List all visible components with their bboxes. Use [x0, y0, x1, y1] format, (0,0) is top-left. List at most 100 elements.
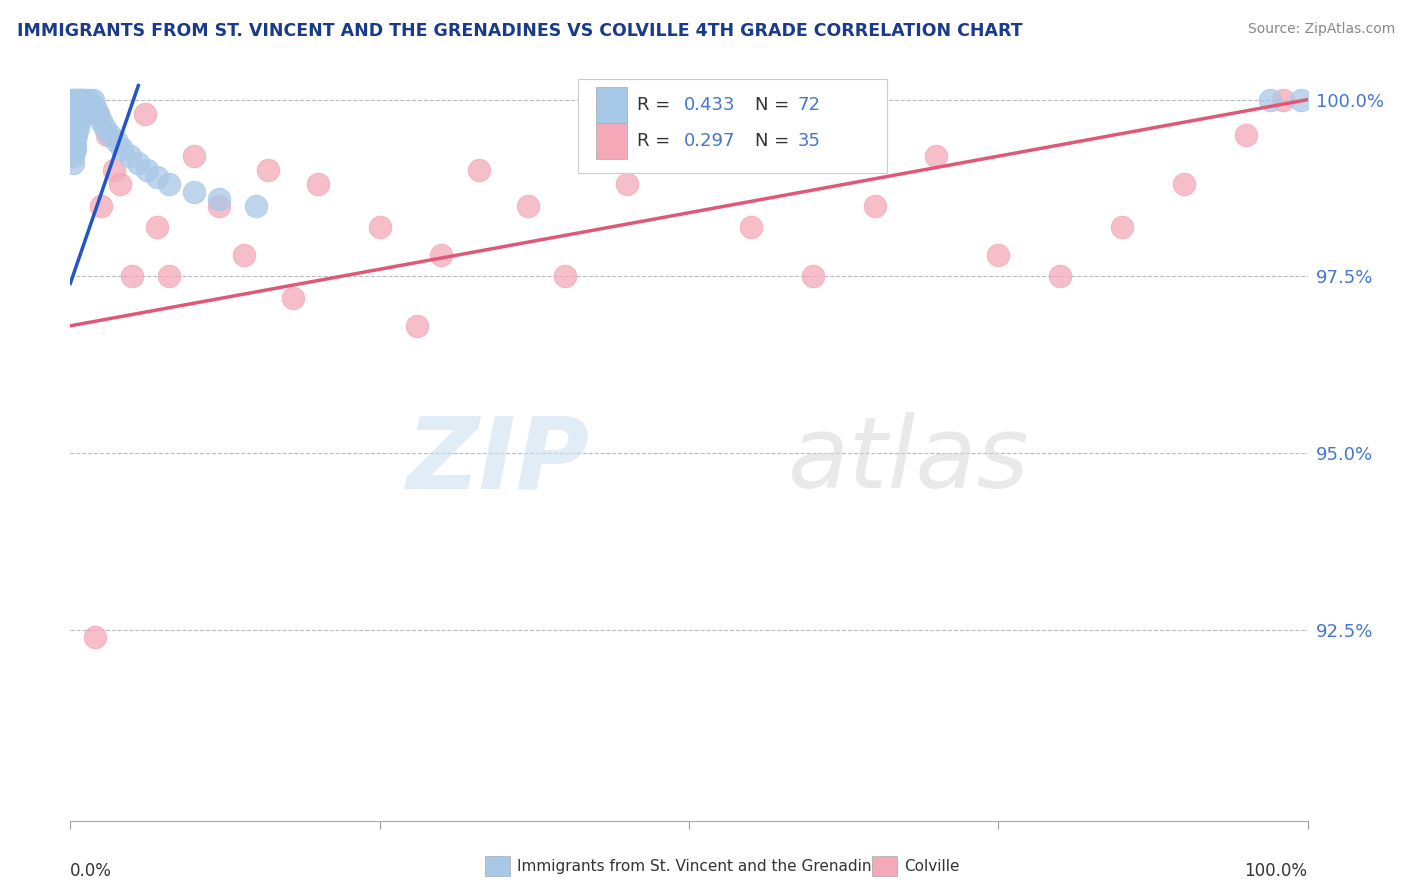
Point — [987, 248, 1010, 262]
Point — [281, 291, 304, 305]
Point — [232, 248, 254, 262]
Point — [65, 113, 87, 128]
Point — [1234, 128, 1257, 142]
Point — [90, 199, 112, 213]
Point — [65, 120, 87, 135]
FancyBboxPatch shape — [596, 87, 627, 123]
Point — [62, 128, 84, 142]
Point — [66, 120, 89, 135]
Point — [62, 156, 84, 170]
Point — [307, 178, 329, 192]
Point — [70, 93, 93, 107]
Text: 35: 35 — [797, 132, 821, 150]
Point — [66, 93, 89, 107]
Point — [1111, 219, 1133, 234]
Point — [1173, 178, 1195, 192]
Point — [405, 318, 427, 333]
Point — [63, 100, 86, 114]
Point — [67, 113, 90, 128]
Point — [65, 93, 87, 107]
Point — [90, 113, 112, 128]
Text: R =: R = — [637, 96, 676, 114]
Point — [208, 192, 231, 206]
Point — [118, 149, 141, 163]
Point — [108, 178, 131, 192]
Point — [65, 107, 87, 121]
Point — [105, 135, 128, 149]
Point — [86, 107, 108, 121]
Point — [146, 170, 169, 185]
Point — [72, 93, 94, 107]
Point — [62, 142, 84, 156]
Point — [62, 120, 84, 135]
Text: N =: N = — [755, 132, 794, 150]
Point — [134, 107, 156, 121]
Text: 0.0%: 0.0% — [70, 862, 112, 880]
Point — [616, 178, 638, 192]
Point — [66, 100, 89, 114]
Point — [62, 107, 84, 121]
Point — [62, 93, 84, 107]
Point — [1271, 93, 1294, 107]
Point — [63, 128, 86, 142]
Point — [208, 199, 231, 213]
Text: IMMIGRANTS FROM ST. VINCENT AND THE GRENADINES VS COLVILLE 4TH GRADE CORRELATION: IMMIGRANTS FROM ST. VINCENT AND THE GREN… — [17, 22, 1022, 40]
Point — [157, 178, 180, 192]
Point — [65, 120, 87, 135]
Point — [63, 120, 86, 135]
Point — [67, 107, 90, 121]
Point — [1260, 93, 1282, 107]
Point — [1291, 93, 1313, 107]
Point — [925, 149, 948, 163]
Point — [77, 100, 100, 114]
Point — [136, 163, 159, 178]
Point — [65, 135, 87, 149]
Point — [245, 199, 267, 213]
Text: 100.0%: 100.0% — [1244, 862, 1308, 880]
Text: Source: ZipAtlas.com: Source: ZipAtlas.com — [1247, 22, 1395, 37]
Point — [368, 219, 391, 234]
Text: 0.297: 0.297 — [683, 132, 735, 150]
Text: 0.433: 0.433 — [683, 96, 735, 114]
Point — [65, 93, 87, 107]
FancyBboxPatch shape — [578, 78, 887, 172]
Point — [801, 269, 824, 284]
Point — [103, 163, 125, 178]
Text: Colville: Colville — [904, 859, 959, 873]
Point — [183, 149, 205, 163]
Point — [678, 149, 700, 163]
Point — [72, 100, 94, 114]
Point — [77, 100, 100, 114]
Point — [67, 93, 90, 107]
Point — [69, 100, 91, 114]
Point — [63, 107, 86, 121]
Point — [65, 128, 87, 142]
Point — [70, 100, 93, 114]
Point — [517, 199, 540, 213]
Point — [62, 149, 84, 163]
Point — [740, 219, 762, 234]
FancyBboxPatch shape — [596, 123, 627, 159]
Point — [63, 113, 86, 128]
Point — [157, 269, 180, 284]
Point — [75, 107, 97, 121]
Point — [63, 135, 86, 149]
Point — [65, 142, 87, 156]
Point — [65, 100, 87, 114]
Point — [863, 199, 886, 213]
Point — [63, 142, 86, 156]
Text: R =: R = — [637, 132, 676, 150]
Point — [84, 100, 107, 114]
Point — [98, 128, 121, 142]
Point — [77, 93, 100, 107]
Point — [69, 93, 91, 107]
Point — [69, 107, 91, 121]
Point — [146, 219, 169, 234]
Point — [467, 163, 489, 178]
Point — [430, 248, 453, 262]
Point — [84, 630, 107, 644]
Point — [94, 120, 117, 135]
Point — [121, 269, 143, 284]
Point — [75, 93, 97, 107]
Text: ZIP: ZIP — [406, 412, 591, 509]
